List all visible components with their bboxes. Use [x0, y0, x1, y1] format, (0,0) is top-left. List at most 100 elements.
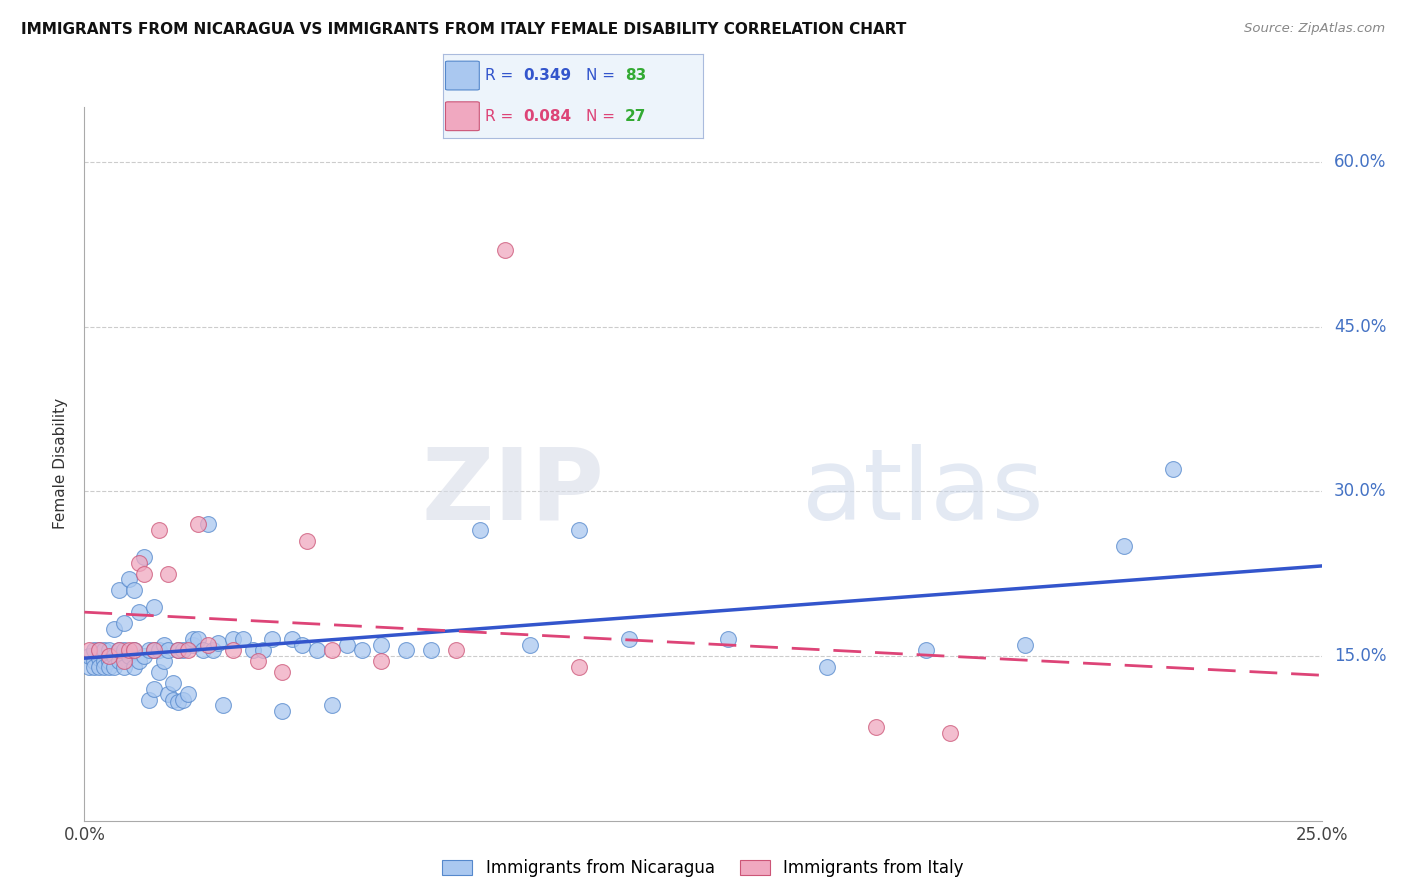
Point: [167, 695, 190, 709]
Point: [197, 517, 219, 532]
Text: R =: R =: [485, 68, 517, 83]
Point: [108, 583, 131, 598]
Point: [232, 632, 254, 647]
Point: [122, 643, 145, 657]
Point: [252, 643, 274, 657]
Point: [89, 643, 111, 657]
Point: [242, 643, 264, 657]
Y-axis label: Female Disability: Female Disability: [53, 398, 69, 530]
Point: [103, 660, 125, 674]
Point: [281, 632, 304, 647]
Text: 45.0%: 45.0%: [1334, 318, 1386, 335]
Point: [222, 632, 245, 647]
Point: [212, 698, 235, 713]
Point: [568, 523, 591, 537]
Point: [103, 648, 125, 663]
Point: [321, 643, 343, 657]
Point: [112, 643, 135, 657]
Point: [93, 655, 115, 669]
Text: 60.0%: 60.0%: [1334, 153, 1386, 171]
Point: [207, 636, 229, 650]
Point: [187, 517, 209, 532]
Point: [939, 726, 962, 740]
Point: [142, 681, 165, 696]
Point: [148, 665, 170, 680]
Point: [103, 622, 125, 636]
Point: [79, 643, 101, 657]
Point: [167, 643, 190, 657]
Point: [132, 566, 155, 581]
Point: [444, 643, 467, 657]
Point: [202, 643, 225, 657]
FancyBboxPatch shape: [446, 102, 479, 130]
Text: 15.0%: 15.0%: [1334, 647, 1386, 665]
Point: [494, 243, 516, 257]
Point: [142, 643, 165, 657]
Point: [197, 638, 219, 652]
Point: [122, 583, 145, 598]
Text: 0.084: 0.084: [523, 109, 572, 124]
Point: [157, 643, 180, 657]
Point: [617, 632, 640, 647]
Text: atlas: atlas: [801, 444, 1043, 541]
Point: [157, 566, 180, 581]
Point: [138, 643, 160, 657]
Text: IMMIGRANTS FROM NICARAGUA VS IMMIGRANTS FROM ITALY FEMALE DISABILITY CORRELATION: IMMIGRANTS FROM NICARAGUA VS IMMIGRANTS …: [21, 22, 907, 37]
Point: [914, 643, 936, 657]
Point: [321, 698, 343, 713]
Point: [93, 660, 115, 674]
Point: [89, 660, 111, 674]
Point: [138, 693, 160, 707]
Legend: Immigrants from Nicaragua, Immigrants from Italy: Immigrants from Nicaragua, Immigrants fr…: [436, 853, 970, 884]
Point: [717, 632, 740, 647]
Point: [470, 523, 492, 537]
Point: [162, 693, 184, 707]
Text: 27: 27: [624, 109, 647, 124]
Text: 0.349: 0.349: [523, 68, 572, 83]
Point: [246, 655, 269, 669]
Point: [395, 643, 418, 657]
Point: [291, 638, 314, 652]
Point: [181, 638, 204, 652]
Point: [295, 533, 318, 548]
Point: [98, 648, 121, 663]
Point: [128, 605, 150, 619]
Point: [128, 655, 150, 669]
Point: [419, 643, 441, 657]
Point: [865, 720, 887, 734]
Point: [118, 648, 141, 663]
Point: [370, 638, 392, 652]
Point: [108, 643, 131, 657]
Point: [162, 676, 184, 690]
Point: [519, 638, 541, 652]
Point: [1112, 539, 1135, 553]
Point: [132, 648, 155, 663]
Point: [152, 655, 174, 669]
Point: [172, 643, 194, 657]
Point: [122, 660, 145, 674]
Point: [271, 704, 294, 718]
Point: [83, 660, 105, 674]
Point: [118, 572, 141, 586]
Point: [79, 648, 101, 663]
Point: [172, 693, 194, 707]
Point: [181, 632, 204, 647]
Point: [1161, 462, 1184, 476]
Text: Source: ZipAtlas.com: Source: ZipAtlas.com: [1244, 22, 1385, 36]
Point: [142, 599, 165, 614]
Point: [191, 643, 214, 657]
Point: [122, 643, 145, 657]
Text: R =: R =: [485, 109, 517, 124]
Point: [305, 643, 328, 657]
Point: [108, 643, 131, 657]
Point: [89, 643, 111, 657]
Point: [108, 655, 131, 669]
Point: [815, 660, 838, 674]
Point: [148, 523, 170, 537]
Point: [350, 643, 373, 657]
Point: [177, 643, 200, 657]
Point: [93, 643, 115, 657]
Text: 30.0%: 30.0%: [1334, 483, 1386, 500]
Point: [83, 643, 105, 657]
Point: [336, 638, 359, 652]
